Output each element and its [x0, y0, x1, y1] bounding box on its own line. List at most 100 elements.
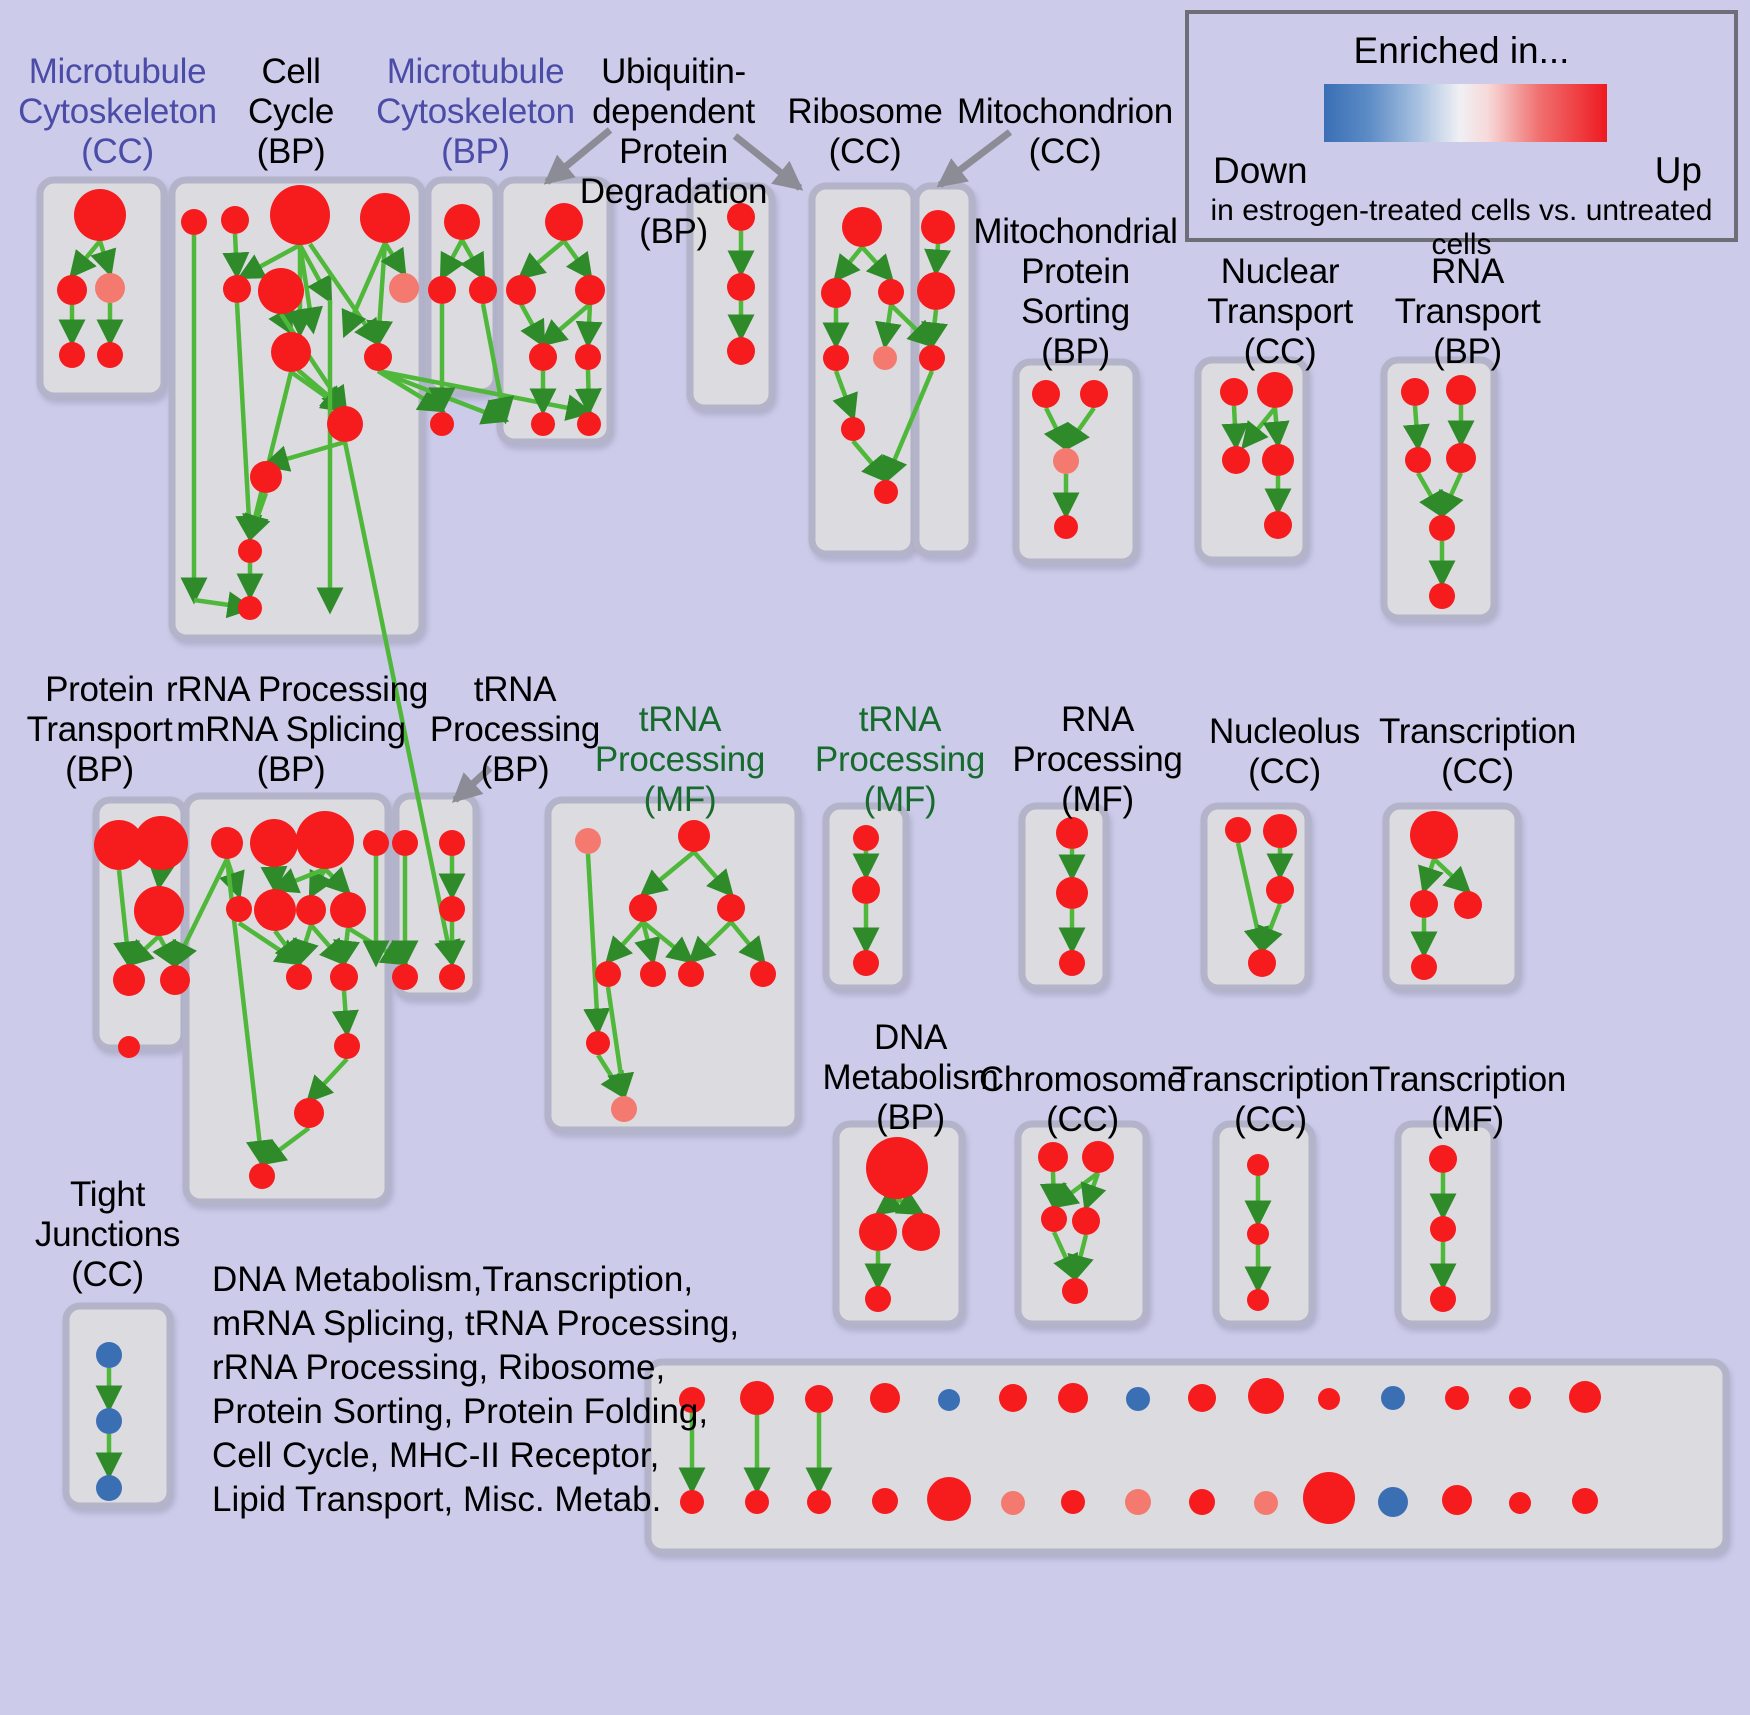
graph-node — [873, 346, 897, 370]
graph-node — [330, 892, 366, 928]
graph-node — [865, 1286, 891, 1312]
graph-node — [94, 820, 144, 870]
graph-edge — [519, 302, 546, 348]
graph-edge — [583, 853, 611, 1036]
graph-node — [678, 961, 704, 987]
category-list-text: DNA Metabolism,Transcription, mRNA Splic… — [212, 1260, 740, 1519]
graph-node — [595, 961, 621, 987]
legend-title: Enriched in... — [1353, 30, 1570, 71]
graph-node — [1509, 1387, 1531, 1409]
graph-node — [921, 210, 955, 244]
graph-node — [1254, 1491, 1278, 1515]
graph-node — [1053, 448, 1079, 474]
graph-node — [1410, 811, 1458, 859]
graph-node — [1247, 1289, 1269, 1311]
graph-node — [211, 827, 243, 859]
cluster-label-dna-metabolism-bp: DNA Metabolism (BP) — [822, 1018, 999, 1137]
graph-edge — [851, 439, 889, 484]
graph-edge — [296, 244, 323, 335]
cluster-label-nucleolus-cc: Nucleolus (CC) — [1209, 712, 1360, 791]
graph-node — [577, 412, 601, 436]
graph-node — [740, 1381, 774, 1415]
graph-node — [938, 1389, 960, 1411]
graph-edge — [460, 238, 486, 281]
graph-node — [852, 876, 880, 904]
graph-node — [878, 279, 904, 305]
graph-node — [1001, 1491, 1025, 1515]
graph-node — [531, 412, 555, 436]
graph-node — [874, 480, 898, 504]
graph-node — [1188, 1384, 1216, 1412]
graph-node — [1041, 1206, 1067, 1232]
box-rna-transport — [1380, 356, 1498, 622]
graph-node — [57, 275, 87, 305]
graph-edge — [1043, 406, 1069, 453]
graph-edge — [517, 239, 566, 280]
graph-edge — [882, 370, 935, 485]
graph-node — [1220, 378, 1248, 406]
graph-node — [250, 819, 298, 867]
graph-node — [1303, 1472, 1355, 1524]
graph-node — [360, 193, 410, 243]
graph-node — [506, 275, 536, 305]
graph-node — [1080, 380, 1108, 408]
graph-node — [1264, 511, 1292, 539]
graph-node — [529, 343, 557, 371]
graph-node — [96, 1342, 122, 1368]
cluster-label-mitochondrion-cc: Mitochondrion (CC) — [957, 92, 1173, 171]
graph-node — [919, 345, 945, 371]
graph-node — [902, 1213, 940, 1251]
graph-node — [1262, 444, 1294, 476]
graph-node — [238, 596, 262, 620]
graph-node — [872, 1488, 898, 1514]
graph-node — [250, 461, 282, 493]
graph-node — [330, 963, 358, 991]
graph-edge — [1416, 471, 1445, 519]
cluster-label-ribosome-cc: Ribosome (CC) — [787, 92, 943, 171]
graph-node — [999, 1384, 1027, 1412]
legend-high-label: Up — [1654, 150, 1702, 191]
graph-node — [917, 272, 955, 310]
graph-node — [1410, 890, 1438, 918]
graph-node — [226, 896, 252, 922]
graph-node — [1378, 1487, 1408, 1517]
graph-node — [249, 1163, 275, 1189]
graph-node — [1266, 876, 1294, 904]
graph-node — [1061, 1490, 1085, 1514]
graph-nodes — [57, 185, 1601, 1524]
graph-edge — [874, 304, 902, 350]
graph-node — [1222, 446, 1250, 474]
graph-edge — [539, 302, 592, 347]
graph-node — [1446, 375, 1476, 405]
graph-node — [1059, 950, 1085, 976]
graph-node — [271, 332, 311, 372]
graph-node — [1429, 1145, 1457, 1173]
graph-edge — [1438, 472, 1464, 520]
graph-edge — [292, 924, 319, 968]
graph-edge — [289, 370, 349, 413]
graph-node — [1572, 1488, 1598, 1514]
graph-edge — [604, 920, 645, 965]
graph-node — [841, 417, 865, 441]
graph-node — [1056, 817, 1088, 849]
graph-node — [428, 276, 456, 304]
graph-node — [286, 964, 312, 990]
arrow-to-microtubule-cc-bp — [543, 127, 613, 185]
graph-edge — [69, 239, 102, 279]
graph-edge — [1402, 405, 1430, 452]
graph-node — [221, 206, 249, 234]
graph-node — [750, 961, 776, 987]
graph-node — [1189, 1489, 1215, 1515]
graph-node — [717, 894, 745, 922]
graph-node — [1509, 1492, 1531, 1514]
graph-edge — [1241, 406, 1277, 450]
graph-edge — [687, 920, 733, 965]
cluster-label-rna-processing-mf: RNA Processing (MF) — [1012, 700, 1183, 819]
graph-node — [1056, 877, 1088, 909]
graph-node — [96, 1408, 122, 1434]
graph-node — [238, 539, 262, 563]
graph-edge — [234, 302, 263, 543]
graph-edge — [921, 309, 948, 350]
graph-node — [1247, 1223, 1269, 1245]
graph-node — [1062, 1278, 1088, 1304]
